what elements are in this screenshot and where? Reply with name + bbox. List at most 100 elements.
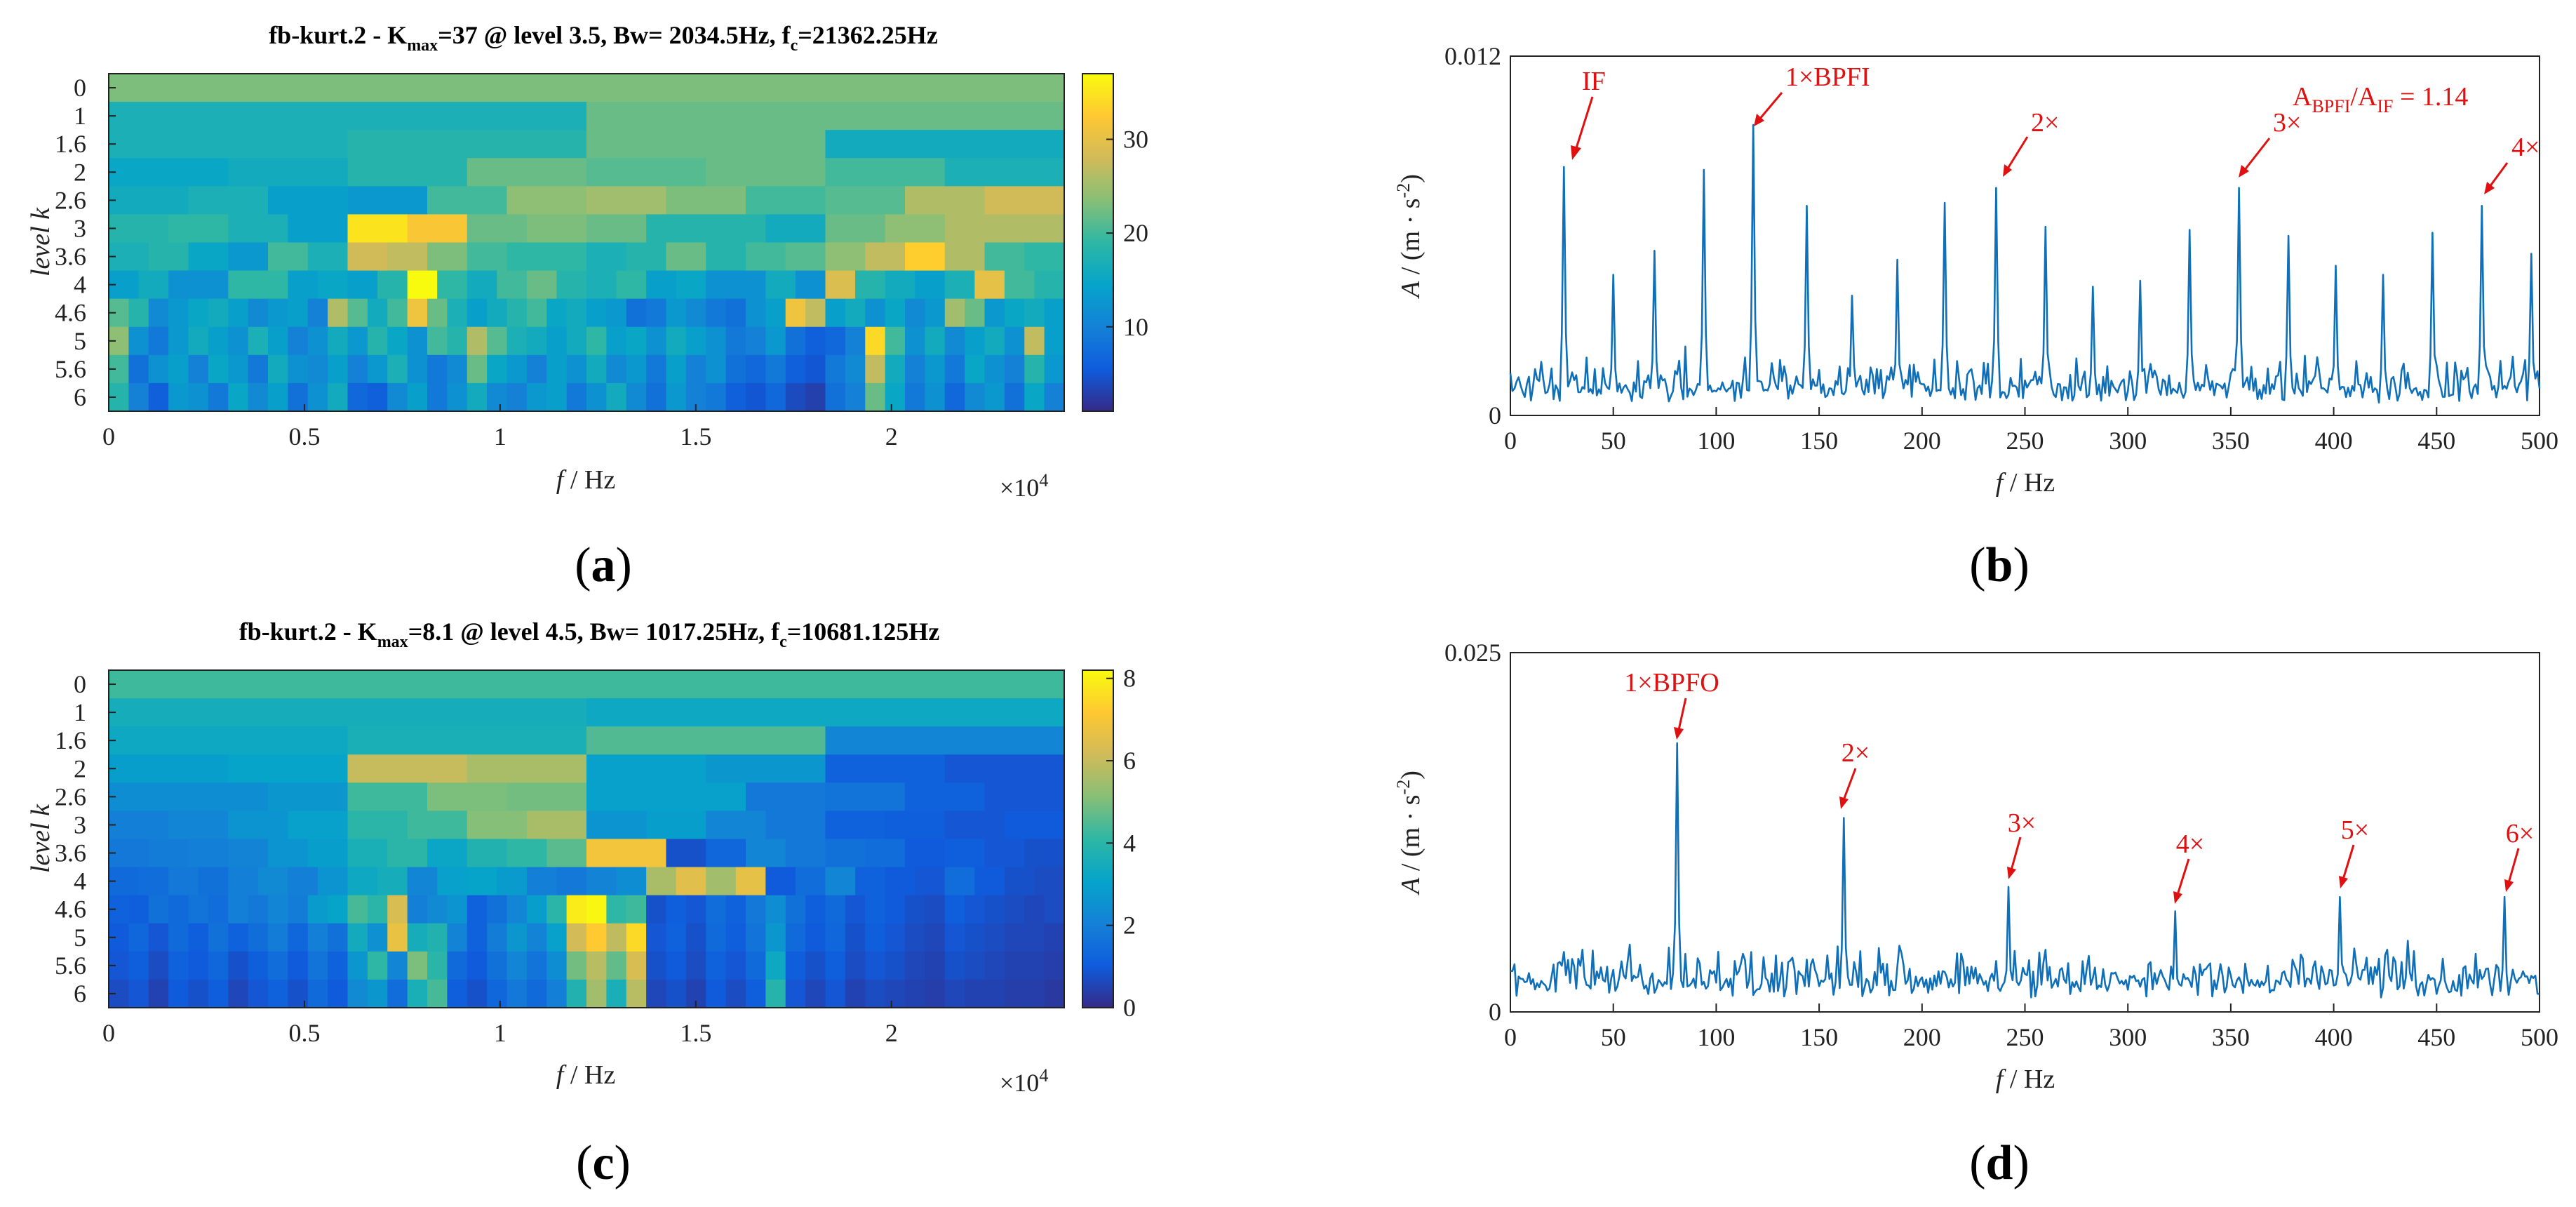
heatmap-cell xyxy=(109,130,349,159)
heatmap-cell xyxy=(228,158,349,187)
heatmap-cell xyxy=(984,382,1005,412)
heatmap-cell xyxy=(387,298,408,328)
panel-c-colorbar-ticks: 0 2 4 6 8 xyxy=(1106,665,1136,1022)
heatmap-cell xyxy=(646,326,667,356)
heatmap-cell xyxy=(676,270,706,300)
heatmap-cell xyxy=(1004,354,1025,384)
y-tick-label: 6 xyxy=(74,980,86,1008)
heatmap-cell xyxy=(984,298,1005,328)
heatmap-cell xyxy=(965,298,986,328)
heatmap-cell xyxy=(168,354,189,384)
heatmap-cell xyxy=(706,923,727,952)
heatmap-cell xyxy=(188,895,209,924)
y-tick-label: 1.6 xyxy=(55,726,86,754)
heatmap-cell xyxy=(586,754,706,783)
heatmap-cell xyxy=(447,354,468,384)
heatmap-cell xyxy=(188,354,209,384)
heatmap-cell xyxy=(586,326,607,356)
heatmap-cell xyxy=(367,979,388,1008)
y-tick-label: 2 xyxy=(74,158,86,186)
heatmap-cell xyxy=(268,186,349,215)
annot-bpfo: 1×BPFO xyxy=(1624,668,1719,698)
heatmap-cell xyxy=(109,158,229,187)
heatmap-cell xyxy=(268,895,288,924)
heatmap-cell xyxy=(944,158,1065,187)
annot-bpfi: 1×BPFI xyxy=(1785,62,1870,92)
heatmap-cell xyxy=(1044,951,1065,980)
heatmap-cell xyxy=(188,951,209,980)
heatmap-cell xyxy=(228,270,259,300)
heatmap-cell xyxy=(586,186,667,215)
heatmap-cell xyxy=(407,951,428,980)
heatmap-cell xyxy=(526,867,558,896)
heatmap-cell xyxy=(706,811,766,840)
heatmap-cell xyxy=(198,867,229,896)
heatmap-cell xyxy=(845,923,866,952)
heatmap-cell xyxy=(228,923,249,952)
panel-b: 0 50 100 150 200 250 300 350 400 450 500 A / (m · … xyxy=(1393,42,2558,592)
heatmap-cell xyxy=(765,951,786,980)
heatmap-cell xyxy=(168,867,199,896)
heatmap-cell xyxy=(288,811,349,840)
heatmap-cell xyxy=(347,326,368,356)
heatmap-cell xyxy=(626,923,647,952)
heatmap-cell xyxy=(467,923,488,952)
heatmap-cell xyxy=(168,811,229,840)
annot-d-6x: 6× xyxy=(2506,819,2534,848)
arrow-b-3x xyxy=(2243,138,2271,171)
heatmap-cell xyxy=(685,354,706,384)
panel-b-spectrum-line xyxy=(1509,124,2541,404)
panel-a-label: (a) xyxy=(575,538,632,592)
x-tick-label: 50 xyxy=(1601,1023,1626,1051)
heatmap-cell xyxy=(168,923,189,952)
heatmap-cell xyxy=(427,186,508,215)
heatmap-cell xyxy=(347,782,428,812)
x-tick-label: 1 xyxy=(494,1019,507,1047)
heatmap-cell xyxy=(855,270,886,300)
arrow-d-3x xyxy=(2010,836,2022,871)
heatmap-cell xyxy=(586,382,607,412)
y-tick-label: 1 xyxy=(74,102,86,130)
panel-a-colorbar xyxy=(1082,73,1114,412)
heatmap-cell xyxy=(646,354,667,384)
heatmap-cell xyxy=(447,382,468,412)
heatmap-cell xyxy=(606,895,627,924)
heatmap-cell xyxy=(427,923,448,952)
panel-a-plot-frame xyxy=(108,73,1065,412)
heatmap-cell xyxy=(387,326,408,356)
heatmap-cell xyxy=(885,979,906,1008)
arrowhead-b-4x xyxy=(2484,182,2495,194)
heatmap-cell xyxy=(188,186,269,215)
heatmap-cell xyxy=(845,895,866,924)
heatmap-cell xyxy=(427,326,448,356)
heatmap-cell xyxy=(467,354,488,384)
heatmap-cell xyxy=(387,242,428,272)
heatmap-cell xyxy=(925,354,946,384)
panel-a: fb-kurt.2 - Kmax=37 @ level 3.5, Bw= 203… xyxy=(26,21,1148,592)
heatmap-cell xyxy=(685,895,706,924)
heatmap-cell xyxy=(268,242,309,272)
heatmap-cell xyxy=(885,951,906,980)
heatmap-cell xyxy=(965,354,986,384)
heatmap-cell xyxy=(1004,214,1065,244)
heatmap-cell xyxy=(268,951,288,980)
heatmap-cell xyxy=(706,354,727,384)
heatmap-cell xyxy=(148,382,169,412)
heatmap-cell xyxy=(825,951,846,980)
heatmap-cell xyxy=(556,867,587,896)
heatmap-cell xyxy=(1024,839,1065,868)
heatmap-cell xyxy=(925,382,946,412)
heatmap-cell xyxy=(467,839,508,868)
panel-d-xlabel: f / Hz xyxy=(1996,1065,2055,1094)
heatmap-cell xyxy=(825,811,886,840)
panel-d-y-zero-tick: 0 xyxy=(1489,998,1501,1026)
heatmap-cell xyxy=(626,354,647,384)
heatmap-cell xyxy=(487,326,508,356)
heatmap-cell xyxy=(526,382,547,412)
heatmap-cell xyxy=(546,923,568,952)
heatmap-cell xyxy=(328,382,349,412)
heatmap-cell xyxy=(168,979,189,1008)
heatmap-cell xyxy=(228,298,249,328)
heatmap-cell xyxy=(148,895,169,924)
heatmap-cell xyxy=(885,867,915,896)
